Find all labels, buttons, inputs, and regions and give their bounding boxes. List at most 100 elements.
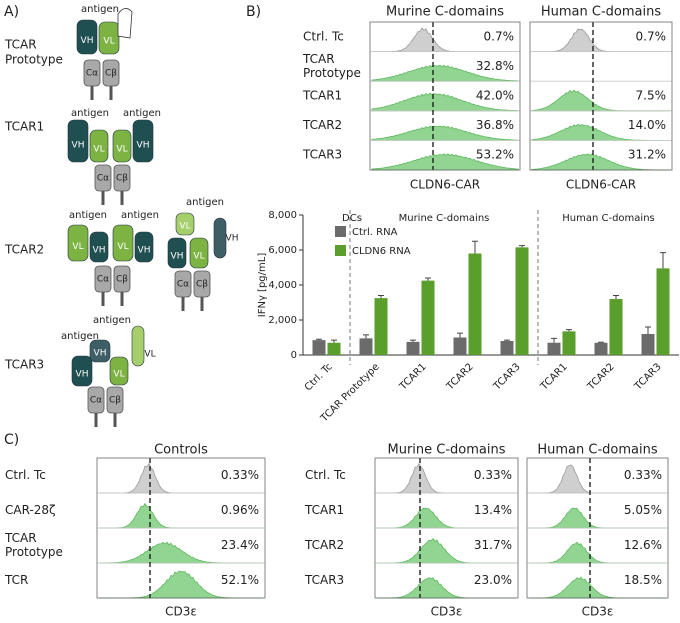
label: TCAR1 <box>304 503 344 517</box>
v-domain <box>67 119 89 163</box>
label: TCAR1 <box>302 89 342 103</box>
bar <box>468 253 482 355</box>
label: Ctrl. Tc <box>5 468 46 482</box>
label: 42.0% <box>476 89 514 103</box>
label: Cβ <box>116 174 128 184</box>
label: VL <box>117 242 128 252</box>
label: Cβ <box>109 396 121 406</box>
label: CAR-28ζ <box>5 503 56 517</box>
label: TCAR <box>4 38 37 52</box>
v-domain <box>175 212 195 236</box>
y-axis-label: IFNγ [pg/mL] <box>257 253 268 318</box>
label: Human C-domains <box>537 443 657 458</box>
annotation: Murine C-domains <box>399 213 490 224</box>
label: 13.4% <box>474 503 512 517</box>
v-domain <box>112 224 134 262</box>
legend-swatch <box>335 226 346 237</box>
label: 31.2% <box>628 148 666 162</box>
bar <box>312 340 326 355</box>
label: TCAR2 <box>304 538 344 552</box>
x-tick-label: TCAR2 <box>585 361 617 393</box>
x-tick-label: TCAR1 <box>538 361 570 393</box>
label: antigen <box>186 197 224 208</box>
label: antigen <box>69 210 107 221</box>
c-domain <box>83 59 101 87</box>
label: 53.2% <box>476 148 514 162</box>
c-domain <box>113 265 131 293</box>
v-domain <box>89 339 111 363</box>
label: 0.7% <box>636 29 667 43</box>
label: VL <box>144 350 155 360</box>
label: VH <box>93 246 106 256</box>
label: Cβ <box>105 69 117 79</box>
label: 0.33% <box>221 468 259 482</box>
y-tick-label: 6,000 <box>268 245 297 256</box>
label: 31.7% <box>474 538 512 552</box>
label: antigen <box>71 108 109 119</box>
panel-frame <box>526 457 669 599</box>
histogram <box>371 125 519 141</box>
label: VL <box>103 37 114 47</box>
antigen-shape <box>117 8 133 39</box>
histogram <box>371 64 519 82</box>
c-domain <box>102 59 120 87</box>
bar <box>500 341 514 355</box>
bar <box>609 299 623 355</box>
label: TCAR <box>302 52 335 66</box>
x-tick-label: TCAR3 <box>632 361 664 393</box>
label: CLDN6-CAR <box>566 178 636 192</box>
panel-label: B) <box>246 4 261 20</box>
label: Murine C-domains <box>386 5 504 20</box>
label: 52.1% <box>221 573 259 587</box>
v-domain <box>67 224 89 262</box>
label: Human C-domains <box>541 5 661 20</box>
y-tick-label: 0 <box>291 350 297 361</box>
v-domain <box>89 231 109 263</box>
label: TCAR1 <box>4 120 44 134</box>
label: antigen <box>121 210 159 221</box>
y-tick-label: 8,000 <box>268 210 297 221</box>
label: Cβ <box>196 280 208 290</box>
label: 23.4% <box>221 538 259 552</box>
label: 0.33% <box>624 468 662 482</box>
label: VL <box>72 242 83 252</box>
bar <box>547 342 561 355</box>
label: 7.5% <box>636 89 667 103</box>
y-tick-label: 4,000 <box>268 280 297 291</box>
x-tick-label: Ctrl. Tc <box>303 361 335 393</box>
label: VH <box>226 234 239 244</box>
label: VH <box>137 141 150 151</box>
label: TCAR3 <box>4 358 44 372</box>
label: Controls <box>154 443 208 458</box>
label: VH <box>76 370 89 380</box>
label: VL <box>193 252 204 262</box>
label: Prototype <box>5 53 63 67</box>
annotation: Human C-domains <box>562 213 655 224</box>
c-domain <box>94 265 112 293</box>
v-domain <box>131 325 145 367</box>
label: TCAR2 <box>4 243 44 257</box>
c-domain <box>87 386 105 414</box>
c-domain <box>94 164 112 192</box>
c-domain <box>193 270 211 298</box>
label: 0.33% <box>474 468 512 482</box>
label: VH <box>81 36 94 46</box>
bar <box>656 268 670 355</box>
label: antigen <box>61 331 99 342</box>
legend-label: Ctrl. RNA <box>352 227 398 238</box>
x-tick-label: TCAR1 <box>397 361 429 393</box>
bar <box>515 247 529 355</box>
label: 0.7% <box>484 29 515 43</box>
bar <box>641 334 655 355</box>
v-domain <box>112 129 132 163</box>
panel-frame <box>529 21 673 171</box>
label: Cβ <box>116 275 128 285</box>
label: 5.05% <box>624 503 662 517</box>
bar <box>562 331 576 355</box>
label: VH <box>171 252 184 262</box>
label: antigen <box>123 108 161 119</box>
bar <box>374 298 388 355</box>
panel-label: C) <box>4 432 19 448</box>
label: CD3ε <box>582 605 614 619</box>
label: 12.6% <box>624 538 662 552</box>
